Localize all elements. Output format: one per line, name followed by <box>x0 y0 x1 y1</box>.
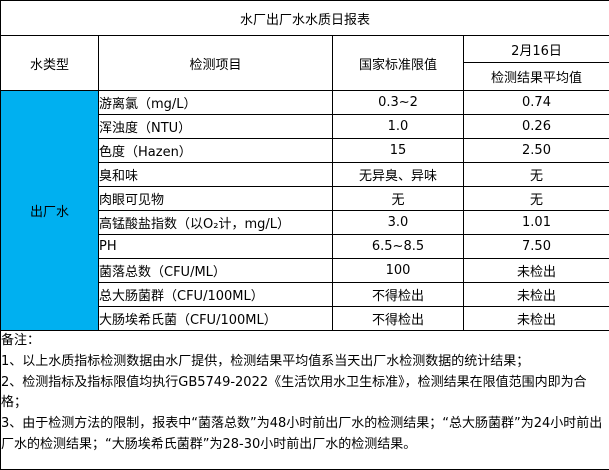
limit-cell: 0.3~2 <box>332 90 464 115</box>
limit-cell: 无 <box>332 186 464 211</box>
limit-cell: 15 <box>332 138 464 163</box>
limit-cell: 6.5~8.5 <box>332 234 464 259</box>
column-header-national-limit: 国家标准限值 <box>332 35 464 91</box>
test-item-cell: 大肠埃希氏菌（CFU/100ML） <box>98 306 333 331</box>
limit-cell: 3.0 <box>332 210 464 235</box>
table-row: 总大肠菌群（CFU/100ML） 不得检出 未检出 <box>1 282 609 307</box>
table-row: 臭和味 无异臭、异味 无 <box>1 162 609 187</box>
limit-cell: 无异臭、异味 <box>332 162 464 187</box>
limit-cell: 不得检出 <box>332 282 464 307</box>
column-header-result-average: 检测结果平均值 <box>462 62 609 91</box>
result-cell: 无 <box>462 162 609 187</box>
result-cell: 0.26 <box>462 114 609 139</box>
table-row: 肉眼可见物 无 无 <box>1 186 609 211</box>
result-cell: 1.01 <box>462 210 609 235</box>
table-row: 色度（Hazen） 15 2.50 <box>1 138 609 163</box>
test-item-cell: 臭和味 <box>98 162 333 187</box>
limit-cell: 不得检出 <box>332 306 464 331</box>
column-header-date: 2月16日 <box>462 35 609 63</box>
notes-label: 备注： <box>1 333 41 348</box>
test-item-cell: PH <box>98 234 333 259</box>
table-row: PH 6.5~8.5 7.50 <box>1 234 609 259</box>
note-line-2: 2、检测指标及指标限值均执行GB5749-2022《生活饮用水卫生标准》，检测结… <box>1 374 587 411</box>
notes-section: 备注： 1、以上水质指标检测数据由水厂提供，检测结果平均值系当天出厂水检测数据的… <box>0 330 609 470</box>
result-cell: 7.50 <box>462 234 609 259</box>
result-cell: 未检出 <box>462 258 609 283</box>
column-header-test-item: 检测项目 <box>98 35 333 91</box>
test-item-cell: 高锰酸盐指数（以O₂计，mg/L） <box>98 210 333 235</box>
report-title: 水厂出厂水水质日报表 <box>0 0 609 36</box>
test-item-cell: 总大肠菌群（CFU/100ML） <box>98 282 333 307</box>
result-cell: 2.50 <box>462 138 609 163</box>
result-cell: 未检出 <box>462 306 609 331</box>
table-row: 出厂水 游离氯（mg/L） 0.3~2 0.74 <box>0 90 609 331</box>
test-item-cell: 浑浊度（NTU） <box>98 114 333 139</box>
table-row: 大肠埃希氏菌（CFU/100ML） 不得检出 未检出 <box>1 306 609 331</box>
table-row: 高锰酸盐指数（以O₂计，mg/L） 3.0 1.01 <box>1 210 609 235</box>
result-cell: 未检出 <box>462 282 609 307</box>
test-item-cell: 游离氯（mg/L） <box>98 90 333 115</box>
limit-cell: 1.0 <box>332 114 464 139</box>
limit-cell: 100 <box>332 258 464 283</box>
result-cell: 无 <box>462 186 609 211</box>
test-item-cell: 菌落总数（CFU/ML） <box>98 258 333 283</box>
table-row: 菌落总数（CFU/ML） 100 未检出 <box>1 258 609 283</box>
note-line-1: 1、以上水质指标检测数据由水厂提供，检测结果平均值系当天出厂水检测数据的统计结果… <box>1 353 530 369</box>
result-cell: 0.74 <box>462 90 609 115</box>
water-type-cell: 出厂水 <box>0 90 99 331</box>
column-header-water-type: 水类型 <box>0 35 99 91</box>
test-item-cell: 肉眼可见物 <box>98 186 333 211</box>
test-item-cell: 色度（Hazen） <box>98 138 333 163</box>
note-line-3: 3、由于检测方法的限制，报表中“菌落总数”为48小时前出厂水的检测结果；“总大肠… <box>1 416 603 452</box>
